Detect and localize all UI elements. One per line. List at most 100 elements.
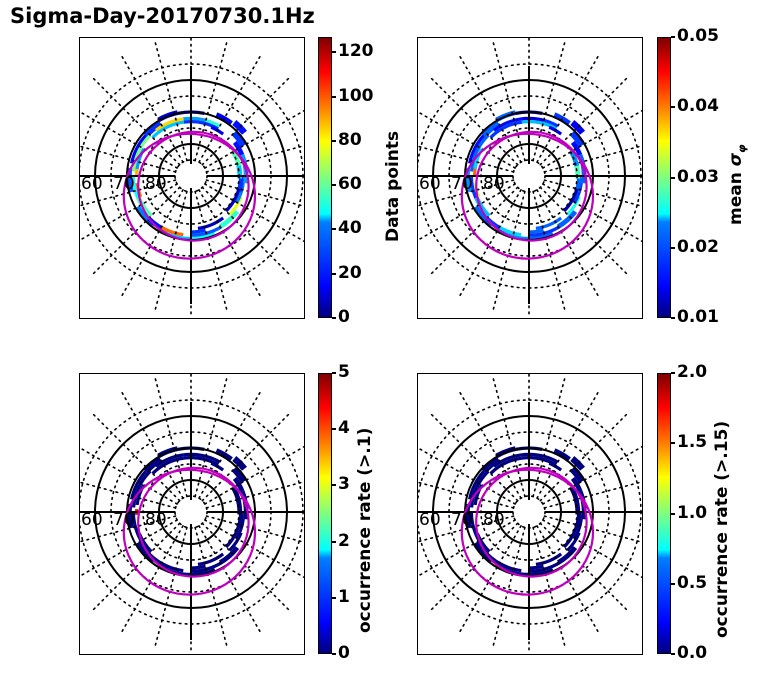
mlt-gridline xyxy=(539,522,630,613)
colorbar-tick xyxy=(332,596,336,599)
mlt-gridline xyxy=(418,519,516,578)
heatmap-bin xyxy=(529,561,560,573)
colorbar-tick-label: 0.02 xyxy=(677,236,719,257)
mlt-gridline xyxy=(201,522,292,613)
heatmap-bin xyxy=(232,476,245,492)
mlt-gridline xyxy=(205,144,304,173)
auroral-oval-inner xyxy=(137,130,250,242)
polar-panel-occurrence-rate-015: 60 70 80 xyxy=(417,373,643,655)
mlt-gridline xyxy=(204,519,304,579)
colorbar-tick-label: 1.5 xyxy=(677,432,708,453)
mlt-gridline xyxy=(532,526,567,649)
heatmap-bin xyxy=(183,452,207,458)
mlt-gridline xyxy=(201,411,292,502)
colorbar-tick xyxy=(671,246,675,249)
mlt-gridline xyxy=(543,480,642,509)
mlt-gridline xyxy=(428,186,519,277)
heatmap-bin xyxy=(557,210,578,229)
mlt-gridline xyxy=(418,183,516,242)
radial-tick-label: 60 xyxy=(419,510,441,530)
mlt-gridline xyxy=(153,190,188,313)
heatmap-bin xyxy=(191,225,222,237)
auroral-oval-inner xyxy=(137,466,250,578)
mlt-gridline xyxy=(204,183,304,243)
heatmap-bin xyxy=(489,120,523,139)
colorbar-tick xyxy=(332,139,336,142)
colorbar-label-data-points: Data points xyxy=(383,130,403,242)
mlt-gridline xyxy=(491,375,526,498)
colorbar-tick-label: 4 xyxy=(338,418,350,439)
heatmap-bin xyxy=(155,453,184,468)
heatmap-bin xyxy=(205,454,221,464)
mlt-gridline xyxy=(543,144,642,173)
heatmap-bin xyxy=(470,470,490,508)
heatmap-bin xyxy=(497,564,529,576)
heatmap-bin xyxy=(143,120,163,138)
mlt-gridline xyxy=(457,389,522,499)
heatmap-bin xyxy=(470,134,490,172)
heatmap-bin xyxy=(481,456,501,474)
colorbar-tick-label: 60 xyxy=(338,174,362,195)
heatmap-bin xyxy=(143,456,163,474)
heatmap-bin xyxy=(130,134,147,164)
mlt-gridline xyxy=(80,446,178,505)
mlt-gridline xyxy=(491,190,526,313)
heatmap-bin xyxy=(191,228,206,234)
mlt-gridline xyxy=(80,519,178,578)
heatmap-bin xyxy=(570,140,583,156)
colorbar-tick xyxy=(332,428,336,431)
colorbar-gradient xyxy=(657,373,671,654)
heatmap-bin xyxy=(481,120,501,138)
colorbar-mean-sigma-phi: 0.01 0.02 0.03 0.04 0.05 xyxy=(657,28,719,326)
colorbar-tick xyxy=(332,317,336,319)
heatmap-bin xyxy=(232,140,245,156)
colorbar-tick xyxy=(671,176,675,179)
mlt-gridline xyxy=(491,526,526,649)
mlt-gridline xyxy=(428,522,519,613)
heatmap-bin xyxy=(132,134,152,172)
radial-tick-label: 80 xyxy=(145,174,167,194)
heatmap-bin xyxy=(219,546,240,565)
auroral-oval-outer xyxy=(460,132,595,260)
colorbar-tick xyxy=(332,184,336,187)
mlt-gridline xyxy=(542,183,642,243)
colorbar-gradient xyxy=(318,373,332,654)
auroral-oval-outer xyxy=(122,132,257,260)
mlt-gridline xyxy=(194,39,229,162)
colorbar-tick xyxy=(332,540,336,543)
colorbar-data-points: 0 20 40 60 80 100 120 xyxy=(318,37,374,326)
heatmap-bin xyxy=(151,456,185,475)
mlt-gridline xyxy=(543,515,642,544)
mlt-gridline xyxy=(418,446,516,505)
colorbar-tick-label: 40 xyxy=(338,218,362,239)
heatmap-bin xyxy=(498,225,522,237)
mlt-gridline xyxy=(532,39,567,162)
heatmap-bin xyxy=(489,456,523,475)
mlt-gridline xyxy=(428,75,519,166)
colorbar-label-mean-sigma-phi: mean σφ xyxy=(726,144,749,225)
colorbar-tick-label: 100 xyxy=(338,85,374,106)
radial-tick-label: 80 xyxy=(145,510,167,530)
mlt-gridline xyxy=(204,109,304,169)
colorbar-label-occurrence-rate-015: occurrence rate (>.15) xyxy=(712,420,732,638)
mlt-gridline xyxy=(204,445,304,505)
colorbar-tick-label: 0.5 xyxy=(677,572,708,593)
mlt-gridline xyxy=(201,75,292,166)
heatmap-bin xyxy=(573,182,583,204)
heatmap-bin xyxy=(160,225,184,237)
colorbar-gradient xyxy=(318,37,332,318)
colorbar-tick-label: 0 xyxy=(338,307,350,327)
mlt-gridline xyxy=(536,389,601,499)
heatmap-bin xyxy=(493,453,522,468)
heatmap-bin xyxy=(570,476,583,492)
colorbar-tick-label: 0.01 xyxy=(677,307,719,327)
mlt-gridline xyxy=(80,183,178,242)
mlt-gridline xyxy=(418,481,515,509)
heatmap-bin xyxy=(529,228,544,234)
heatmap-bin xyxy=(498,561,522,573)
colorbar-gradient xyxy=(657,37,671,318)
auroral-oval-inner xyxy=(475,466,588,578)
mlt-gridline xyxy=(80,481,177,509)
mlt-gridline xyxy=(153,39,188,162)
heatmap-bin xyxy=(235,182,245,204)
